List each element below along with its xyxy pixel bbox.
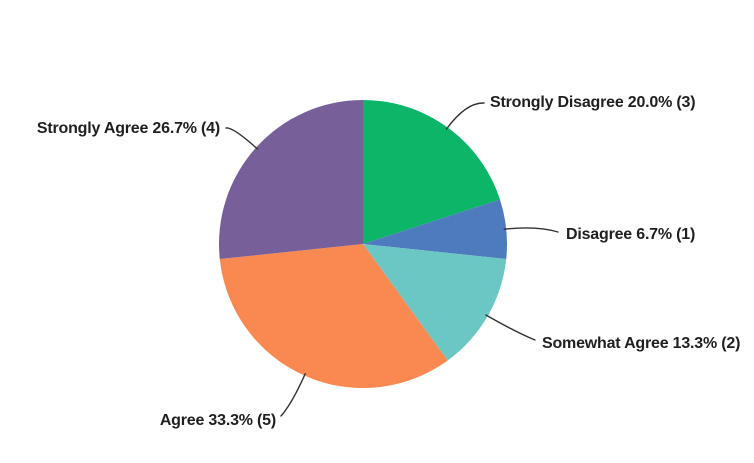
pie-slice-disagree[interactable]	[363, 199, 507, 260]
slice-label-agree: Agree 33.3% (5)	[160, 412, 276, 429]
pie-slice-strongly-agree[interactable]	[219, 100, 363, 260]
leader-line-somewhat-agree	[485, 314, 536, 341]
leader-line-disagree	[503, 227, 559, 233]
leader-line-strongly-disagree	[445, 102, 485, 130]
pie-slice-strongly-disagree[interactable]	[363, 100, 500, 244]
slice-label-strongly-disagree: Strongly Disagree 20.0% (3)	[490, 94, 695, 111]
pie-slice-somewhat-agree[interactable]	[363, 244, 507, 361]
pie-slice-agree[interactable]	[219, 244, 448, 388]
leader-line-strongly-agree	[225, 127, 259, 150]
slice-label-disagree: Disagree 6.7% (1)	[566, 226, 695, 243]
leader-line-agree	[280, 373, 306, 417]
slice-label-somewhat-agree: Somewhat Agree 13.3% (2)	[542, 335, 740, 352]
slice-label-strongly-agree: Strongly Agree 26.7% (4)	[37, 120, 220, 137]
